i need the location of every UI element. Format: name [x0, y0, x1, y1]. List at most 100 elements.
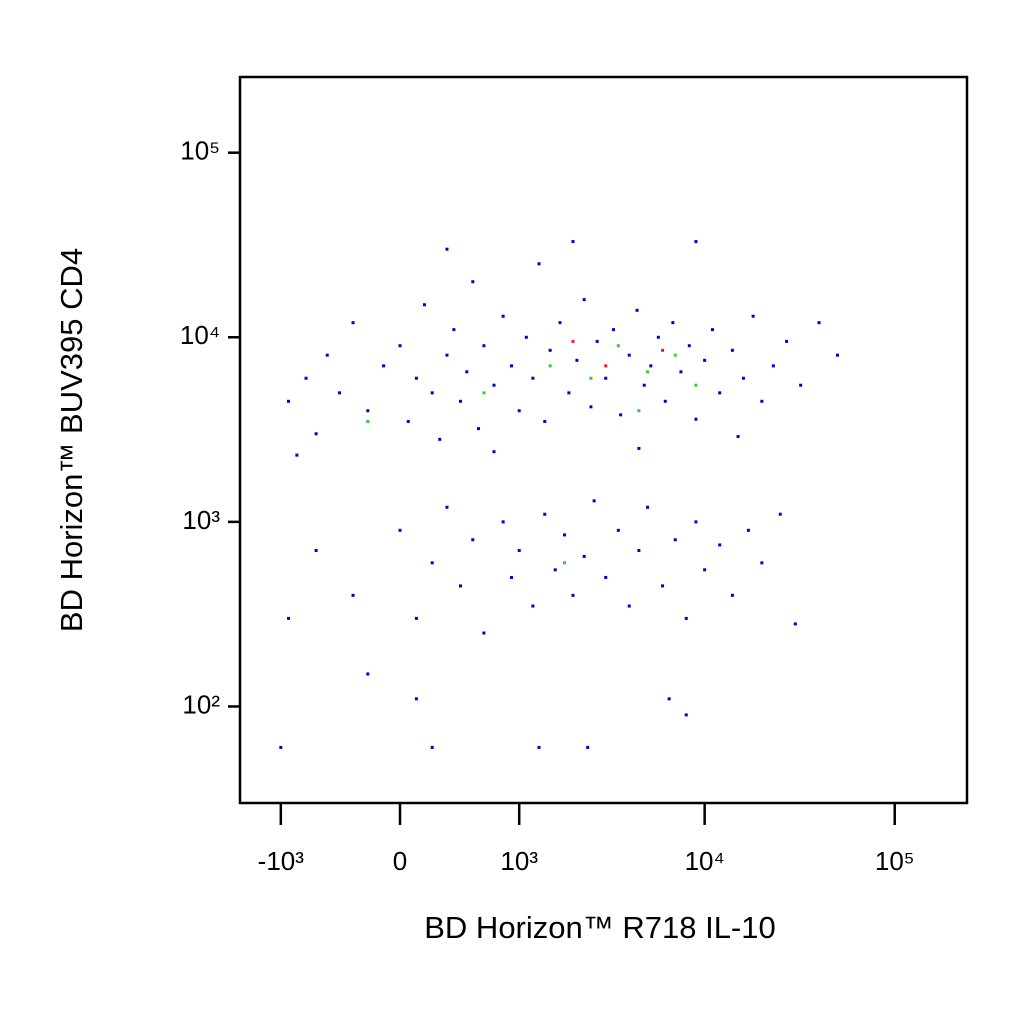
- data-point: [517, 548, 521, 552]
- data-point: [612, 328, 616, 332]
- y-axis-title: BD Horizon™ BUV395 CD4: [54, 248, 89, 632]
- data-point: [366, 672, 370, 676]
- data-point: [711, 328, 715, 332]
- data-point: [543, 512, 547, 516]
- data-point: [537, 262, 541, 266]
- data-point: [684, 713, 688, 717]
- data-point: [592, 499, 596, 503]
- data-point: [646, 370, 650, 374]
- data-point: [778, 512, 782, 516]
- data-point: [637, 446, 641, 450]
- data-point: [287, 616, 291, 620]
- data-point: [694, 520, 698, 524]
- data-point: [730, 593, 734, 597]
- data-point: [445, 247, 449, 251]
- data-point: [589, 376, 593, 380]
- data-point: [635, 308, 639, 312]
- data-point: [793, 622, 797, 626]
- data-point: [325, 353, 329, 357]
- plot-frame: [238, 75, 969, 805]
- data-point: [703, 568, 707, 572]
- data-point: [543, 419, 547, 423]
- data-point: [627, 353, 631, 357]
- data-point: [482, 631, 486, 635]
- data-point: [548, 364, 552, 368]
- data-point: [414, 376, 418, 380]
- data-point: [646, 505, 650, 509]
- data-point: [604, 575, 608, 579]
- data-point: [398, 528, 402, 532]
- data-point: [627, 604, 631, 608]
- data-point: [430, 391, 434, 395]
- data-point: [661, 584, 665, 588]
- data-point: [558, 321, 562, 325]
- data-point: [595, 339, 599, 343]
- data-point: [746, 528, 750, 532]
- data-point: [430, 561, 434, 565]
- data-point: [382, 364, 386, 368]
- data-point: [718, 391, 722, 395]
- data-point: [482, 344, 486, 348]
- x-tick-label: 10⁴: [685, 846, 725, 876]
- data-point: [295, 453, 299, 457]
- data-point: [687, 344, 691, 348]
- data-point: [661, 348, 665, 352]
- data-point: [571, 593, 575, 597]
- data-point: [586, 745, 590, 749]
- data-point: [741, 376, 745, 380]
- data-point: [694, 417, 698, 421]
- data-point: [510, 364, 514, 368]
- data-point: [679, 370, 683, 374]
- data-point: [517, 409, 521, 413]
- data-point: [694, 240, 698, 244]
- data-point: [684, 616, 688, 620]
- data-point: [575, 358, 579, 362]
- data-point: [616, 528, 620, 532]
- data-point: [351, 321, 355, 325]
- data-point: [537, 745, 541, 749]
- y-tick-label: 10²: [182, 689, 220, 719]
- x-tick-label: 0: [393, 846, 407, 876]
- data-point: [730, 348, 734, 352]
- data-point: [531, 604, 535, 608]
- data-point: [563, 533, 567, 537]
- data-point: [287, 399, 291, 403]
- data-point: [476, 427, 480, 431]
- data-point: [604, 376, 608, 380]
- data-point: [637, 548, 641, 552]
- data-point: [445, 353, 449, 357]
- data-point: [799, 383, 803, 387]
- data-point: [501, 314, 505, 318]
- data-point: [563, 561, 567, 565]
- data-point: [589, 405, 593, 409]
- data-point: [663, 399, 667, 403]
- x-tick-label: 10³: [500, 846, 538, 876]
- data-point: [637, 409, 641, 413]
- data-point: [673, 353, 677, 357]
- data-point: [314, 432, 318, 436]
- data-point: [279, 745, 283, 749]
- data-point: [459, 399, 463, 403]
- data-point: [492, 383, 496, 387]
- data-point: [304, 376, 308, 380]
- data-point: [582, 298, 586, 302]
- data-point: [817, 321, 821, 325]
- data-point: [492, 450, 496, 454]
- x-tick-label: 10⁵: [875, 846, 915, 876]
- data-point: [501, 520, 505, 524]
- data-point: [582, 554, 586, 558]
- data-point: [567, 391, 571, 395]
- data-point: [616, 344, 620, 348]
- data-point: [438, 437, 442, 441]
- data-point: [452, 328, 456, 332]
- data-point: [771, 364, 775, 368]
- y-tick-label: 10³: [182, 505, 220, 535]
- data-point: [445, 505, 449, 509]
- data-point: [524, 335, 528, 339]
- data-point: [667, 697, 671, 701]
- data-point: [482, 391, 486, 395]
- data-point: [671, 321, 675, 325]
- data-point: [604, 364, 608, 368]
- data-point: [785, 339, 789, 343]
